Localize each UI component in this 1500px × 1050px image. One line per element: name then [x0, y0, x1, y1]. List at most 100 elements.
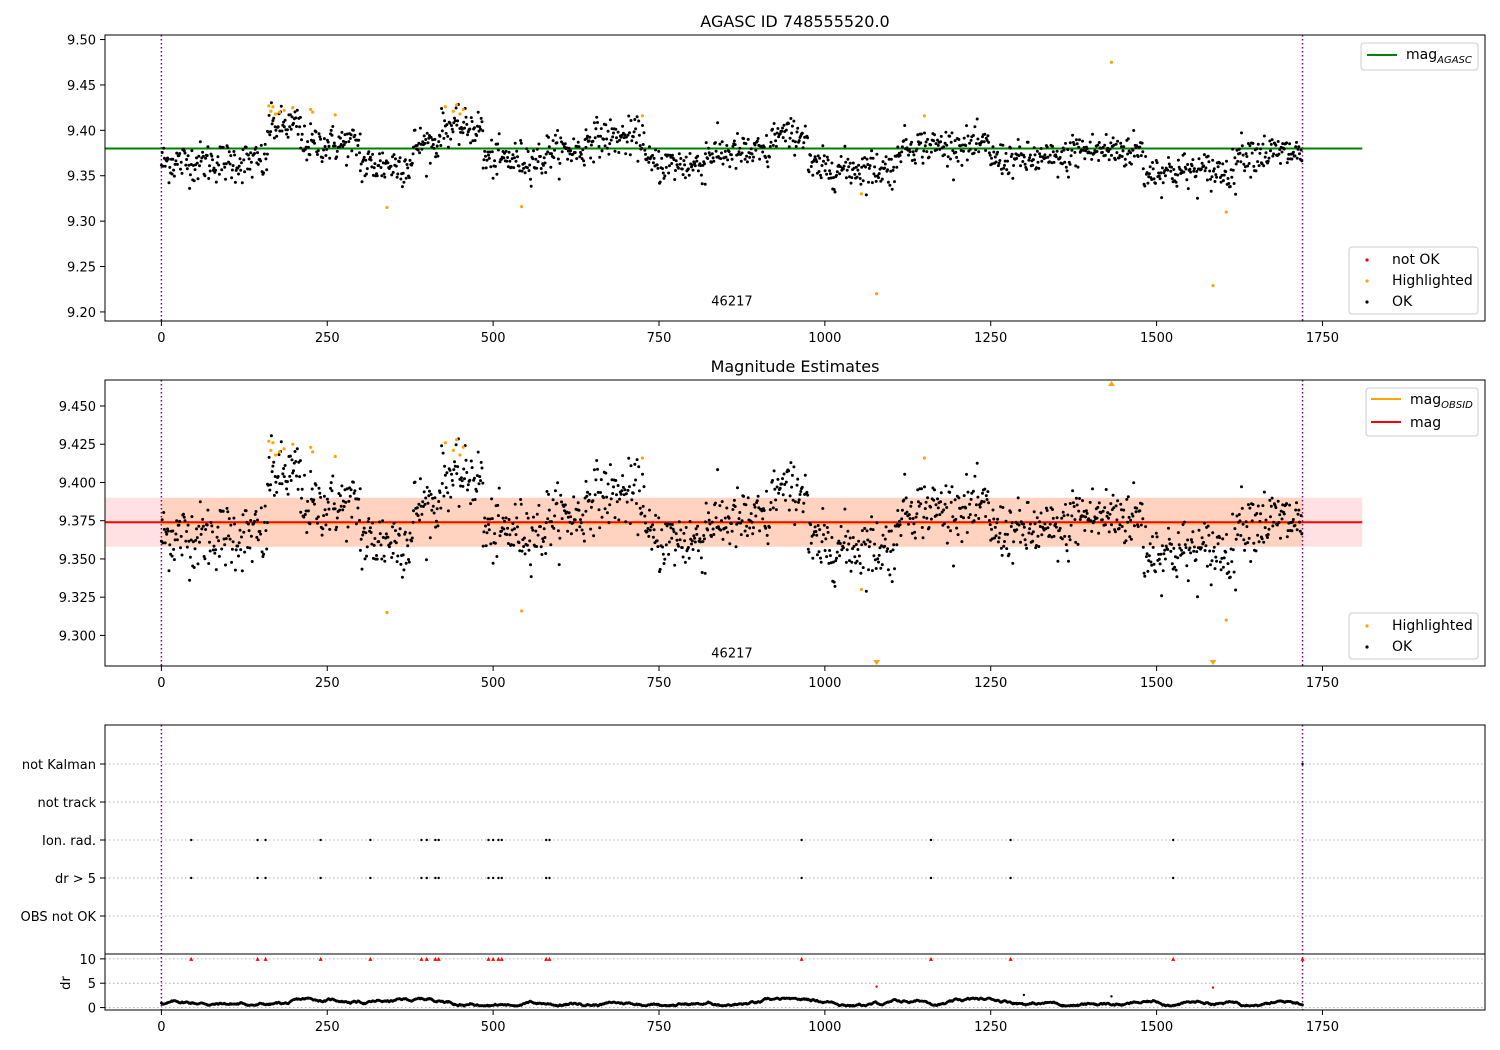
highlighted-point — [269, 109, 273, 113]
ok-point — [1010, 521, 1014, 525]
ok-point — [577, 145, 581, 149]
ok-point — [980, 499, 984, 503]
ok-point — [230, 547, 234, 551]
dr-outlier-point — [1211, 986, 1215, 989]
ok-point — [1235, 148, 1239, 152]
ok-point — [751, 532, 755, 536]
ok-point — [272, 460, 276, 464]
ok-point — [1215, 559, 1219, 563]
ok-point — [752, 155, 755, 159]
ok-point — [588, 492, 592, 496]
ok-point — [877, 176, 880, 180]
ok-point — [1038, 520, 1042, 524]
x-tick-label: 1500 — [1140, 676, 1173, 691]
ok-point — [550, 520, 553, 524]
ok-point — [1266, 533, 1270, 536]
ok-point — [699, 556, 703, 560]
ok-point — [716, 121, 720, 125]
ok-point — [959, 515, 963, 518]
ok-point — [493, 532, 497, 536]
ok-point — [886, 547, 890, 551]
ok-point — [730, 529, 734, 533]
ok-point — [168, 543, 172, 547]
ok-point — [565, 146, 569, 150]
ok-point — [428, 536, 432, 540]
ok-point — [873, 174, 877, 178]
ok-point — [446, 134, 450, 138]
ok-point — [1295, 528, 1299, 532]
ok-point — [879, 566, 883, 570]
ok-point — [389, 541, 393, 545]
ok-point — [415, 506, 419, 510]
ok-point — [559, 493, 563, 497]
ok-point — [575, 528, 579, 532]
ok-point — [1247, 536, 1251, 540]
ok-point — [891, 168, 895, 172]
ok-point — [378, 520, 381, 524]
ok-point — [1117, 527, 1121, 530]
ok-point — [756, 494, 760, 498]
ok-point — [267, 455, 271, 459]
ok-point — [358, 132, 362, 136]
ok-point — [443, 119, 447, 123]
x-tick-label: 1750 — [1306, 331, 1339, 346]
ok-point — [368, 526, 372, 530]
ok-point — [661, 171, 665, 175]
ok-point — [766, 165, 770, 169]
ok-point — [1218, 176, 1222, 179]
ok-point — [529, 575, 533, 579]
ok-point — [418, 477, 422, 481]
y-tick-label: 9.325 — [59, 591, 96, 606]
ok-point — [401, 171, 405, 175]
ok-point — [696, 154, 700, 158]
ok-point — [246, 546, 250, 549]
ok-point — [1124, 163, 1128, 167]
ok-point — [1245, 155, 1249, 158]
ok-point — [927, 155, 931, 159]
ok-point — [923, 507, 927, 511]
ok-point — [1141, 150, 1145, 154]
ok-point — [652, 156, 656, 160]
ok-point — [1107, 158, 1111, 162]
ok-point — [222, 162, 226, 166]
highlighted-point — [269, 448, 273, 452]
ok-point — [424, 496, 428, 500]
ok-point — [242, 158, 246, 162]
ok-point — [456, 119, 460, 123]
ok-point — [744, 503, 748, 507]
ok-point — [720, 519, 723, 523]
out-of-range-marker — [1107, 381, 1115, 386]
ok-point — [618, 138, 622, 142]
ok-point — [421, 500, 425, 504]
ok-point — [734, 545, 738, 549]
ok-point — [634, 127, 638, 131]
ok-point — [507, 150, 511, 154]
ok-point — [740, 519, 744, 523]
ok-point — [185, 167, 189, 171]
ok-point — [1069, 154, 1073, 158]
ok-point — [281, 472, 285, 476]
ok-point — [1031, 163, 1035, 167]
ok-point — [907, 522, 910, 526]
ok-point — [490, 138, 494, 142]
ok-point — [1207, 533, 1211, 537]
ok-point — [503, 519, 506, 523]
ok-point — [1262, 164, 1266, 168]
ok-point — [214, 548, 218, 552]
ok-point — [1085, 147, 1089, 151]
ok-point — [1295, 156, 1299, 160]
ok-point — [1064, 543, 1068, 547]
ok-point — [968, 513, 972, 517]
ok-point — [801, 510, 805, 514]
ok-point — [730, 157, 734, 161]
ok-point — [998, 531, 1002, 535]
ok-point — [186, 154, 190, 158]
ok-point — [305, 531, 309, 534]
ok-point — [453, 119, 457, 123]
ok-point — [1101, 509, 1105, 513]
ok-point — [723, 149, 727, 153]
ok-point — [1054, 522, 1058, 526]
ok-point — [916, 140, 920, 144]
ok-point — [476, 110, 480, 114]
ok-point — [525, 512, 529, 515]
